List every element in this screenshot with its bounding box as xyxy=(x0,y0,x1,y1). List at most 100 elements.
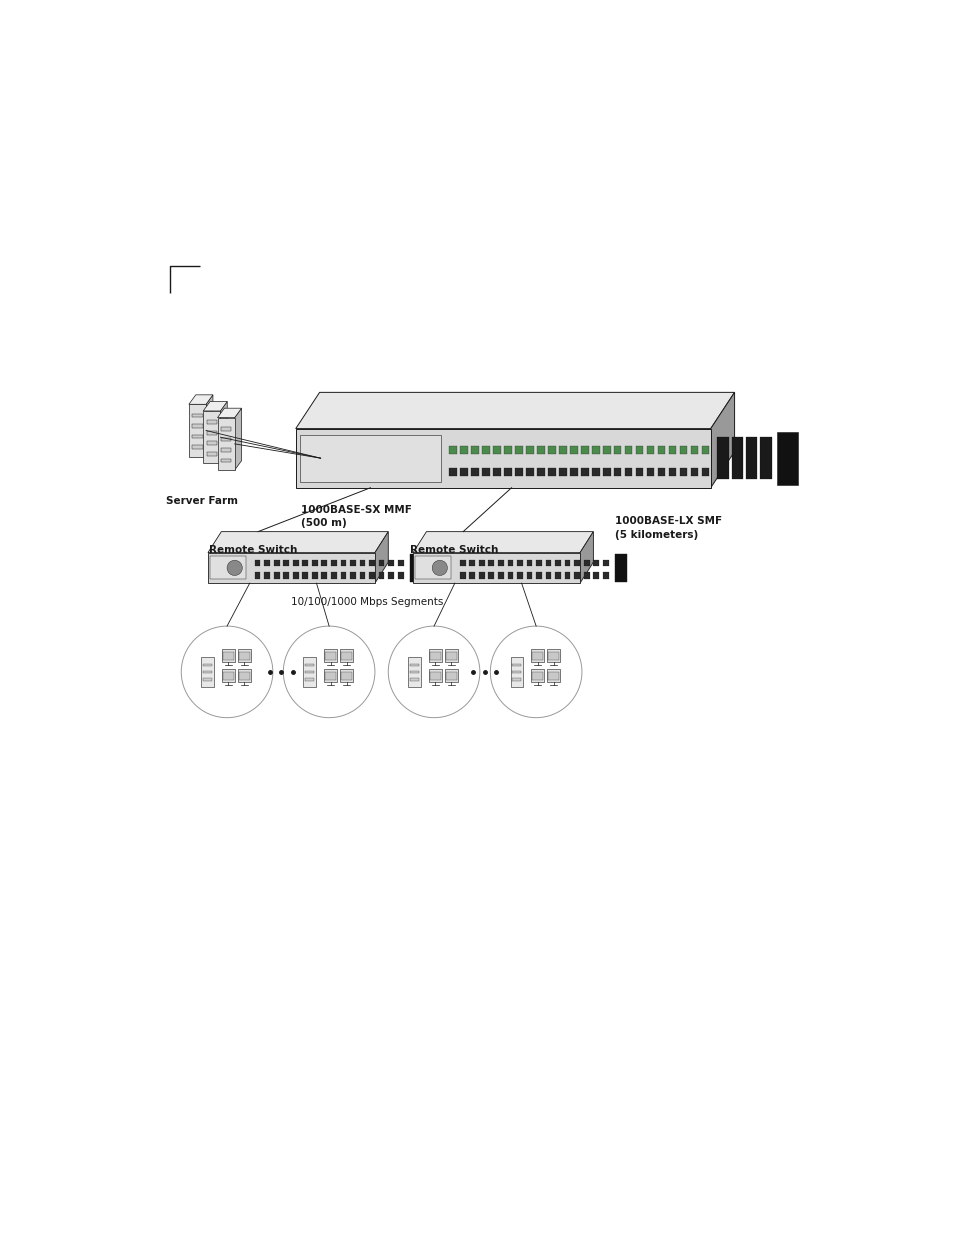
FancyBboxPatch shape xyxy=(478,572,484,578)
FancyBboxPatch shape xyxy=(410,663,419,666)
FancyBboxPatch shape xyxy=(580,446,588,454)
FancyBboxPatch shape xyxy=(331,572,336,578)
Text: 1000BASE-LX SMF
(5 kilometers): 1000BASE-LX SMF (5 kilometers) xyxy=(615,516,721,540)
FancyBboxPatch shape xyxy=(615,555,626,582)
FancyBboxPatch shape xyxy=(624,446,632,454)
FancyBboxPatch shape xyxy=(295,429,710,488)
FancyBboxPatch shape xyxy=(359,572,365,578)
FancyBboxPatch shape xyxy=(350,559,355,567)
FancyBboxPatch shape xyxy=(340,669,353,682)
Polygon shape xyxy=(375,531,388,583)
FancyBboxPatch shape xyxy=(555,559,560,567)
FancyBboxPatch shape xyxy=(341,652,352,659)
FancyBboxPatch shape xyxy=(525,446,533,454)
FancyBboxPatch shape xyxy=(777,431,798,485)
FancyBboxPatch shape xyxy=(203,678,213,680)
Polygon shape xyxy=(234,409,241,471)
Polygon shape xyxy=(217,409,241,417)
FancyBboxPatch shape xyxy=(388,559,394,567)
Polygon shape xyxy=(208,531,388,552)
FancyBboxPatch shape xyxy=(397,572,403,578)
FancyBboxPatch shape xyxy=(369,572,375,578)
FancyBboxPatch shape xyxy=(745,437,757,479)
FancyBboxPatch shape xyxy=(264,572,270,578)
FancyBboxPatch shape xyxy=(537,446,544,454)
FancyBboxPatch shape xyxy=(340,559,346,567)
FancyBboxPatch shape xyxy=(679,468,686,475)
FancyBboxPatch shape xyxy=(207,420,216,424)
FancyBboxPatch shape xyxy=(537,468,544,475)
FancyBboxPatch shape xyxy=(635,468,642,475)
FancyBboxPatch shape xyxy=(359,559,365,567)
FancyBboxPatch shape xyxy=(293,559,298,567)
FancyBboxPatch shape xyxy=(410,678,419,680)
FancyBboxPatch shape xyxy=(548,652,558,659)
FancyBboxPatch shape xyxy=(408,657,421,687)
FancyBboxPatch shape xyxy=(668,468,676,475)
FancyBboxPatch shape xyxy=(410,671,419,673)
FancyBboxPatch shape xyxy=(547,446,555,454)
FancyBboxPatch shape xyxy=(574,559,579,567)
FancyBboxPatch shape xyxy=(558,468,566,475)
FancyBboxPatch shape xyxy=(602,572,608,578)
FancyBboxPatch shape xyxy=(717,437,728,479)
FancyBboxPatch shape xyxy=(378,559,384,567)
FancyBboxPatch shape xyxy=(221,427,231,431)
FancyBboxPatch shape xyxy=(321,559,327,567)
FancyBboxPatch shape xyxy=(497,572,503,578)
FancyBboxPatch shape xyxy=(264,559,270,567)
Polygon shape xyxy=(217,417,234,471)
FancyBboxPatch shape xyxy=(700,446,708,454)
FancyBboxPatch shape xyxy=(459,572,465,578)
FancyBboxPatch shape xyxy=(324,669,336,682)
FancyBboxPatch shape xyxy=(430,652,440,659)
Polygon shape xyxy=(220,401,227,463)
FancyBboxPatch shape xyxy=(690,446,698,454)
FancyBboxPatch shape xyxy=(283,559,289,567)
FancyBboxPatch shape xyxy=(302,572,308,578)
FancyBboxPatch shape xyxy=(690,468,698,475)
FancyBboxPatch shape xyxy=(445,648,457,662)
FancyBboxPatch shape xyxy=(410,555,421,582)
FancyBboxPatch shape xyxy=(238,648,251,662)
FancyBboxPatch shape xyxy=(221,437,231,441)
FancyBboxPatch shape xyxy=(635,446,642,454)
FancyBboxPatch shape xyxy=(679,446,686,454)
FancyBboxPatch shape xyxy=(548,672,558,680)
FancyBboxPatch shape xyxy=(207,431,216,435)
FancyBboxPatch shape xyxy=(193,414,202,417)
FancyBboxPatch shape xyxy=(657,468,664,475)
FancyBboxPatch shape xyxy=(564,572,570,578)
FancyBboxPatch shape xyxy=(193,435,202,438)
Circle shape xyxy=(432,561,447,576)
FancyBboxPatch shape xyxy=(413,552,579,583)
FancyBboxPatch shape xyxy=(321,572,327,578)
FancyBboxPatch shape xyxy=(469,559,475,567)
FancyBboxPatch shape xyxy=(459,446,467,454)
FancyBboxPatch shape xyxy=(481,468,489,475)
FancyBboxPatch shape xyxy=(208,552,375,583)
FancyBboxPatch shape xyxy=(222,648,234,662)
FancyBboxPatch shape xyxy=(547,468,555,475)
FancyBboxPatch shape xyxy=(593,559,598,567)
FancyBboxPatch shape xyxy=(305,663,314,666)
Polygon shape xyxy=(710,393,734,488)
FancyBboxPatch shape xyxy=(469,572,475,578)
FancyBboxPatch shape xyxy=(283,572,289,578)
FancyBboxPatch shape xyxy=(555,572,560,578)
FancyBboxPatch shape xyxy=(340,648,353,662)
FancyBboxPatch shape xyxy=(760,437,771,479)
FancyBboxPatch shape xyxy=(646,446,654,454)
FancyBboxPatch shape xyxy=(507,559,513,567)
Polygon shape xyxy=(189,395,213,404)
FancyBboxPatch shape xyxy=(558,446,566,454)
FancyBboxPatch shape xyxy=(221,448,231,452)
FancyBboxPatch shape xyxy=(471,468,478,475)
FancyBboxPatch shape xyxy=(517,559,522,567)
FancyBboxPatch shape xyxy=(459,468,467,475)
FancyBboxPatch shape xyxy=(580,468,588,475)
FancyBboxPatch shape xyxy=(193,424,202,427)
FancyBboxPatch shape xyxy=(193,445,202,448)
Text: Remote Switch: Remote Switch xyxy=(410,545,497,555)
FancyBboxPatch shape xyxy=(602,446,610,454)
